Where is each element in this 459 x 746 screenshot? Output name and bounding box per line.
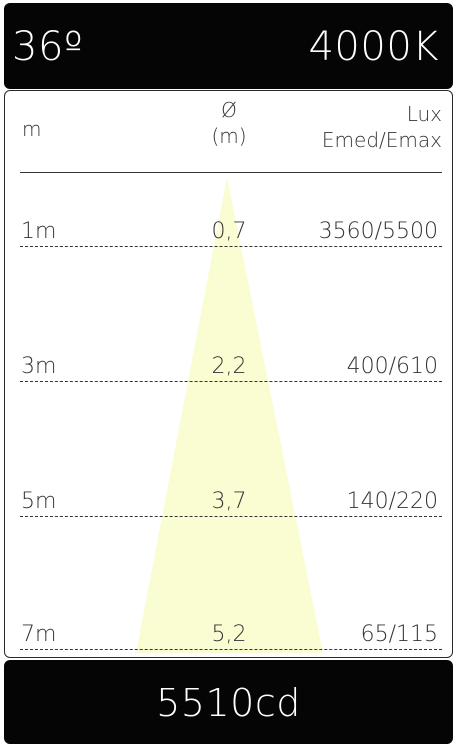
diameter-unit: (m) [211, 124, 247, 148]
luminous-intensity: 5510cd [156, 681, 301, 725]
photometric-panel: m Ø (m) Lux Emed/Emax 1m 0,7 3560/5500 3… [4, 90, 453, 658]
header-divider [20, 172, 442, 173]
row-divider [20, 649, 442, 650]
footer-bar: 5510cd [4, 660, 453, 744]
light-beam-shape [136, 177, 323, 653]
row-lux: 3560/5500 [318, 219, 438, 244]
row-distance: 5m [21, 489, 57, 514]
row-divider [20, 246, 442, 247]
diameter-symbol: Ø [221, 98, 237, 122]
distance-column-header: m [22, 117, 42, 141]
light-beam-cone [136, 177, 323, 653]
row-distance: 7m [21, 622, 57, 647]
row-diameter: 3,7 [211, 489, 247, 514]
lux-subtitle: Emed/Emax [321, 128, 442, 152]
lux-label: Lux [406, 102, 442, 126]
header-bar: 36º 4000K [4, 3, 453, 89]
row-divider [20, 381, 442, 382]
row-distance: 3m [21, 354, 57, 379]
row-lux: 400/610 [346, 354, 438, 379]
row-lux: 140/220 [346, 489, 438, 514]
lux-column-header: Lux Emed/Emax [322, 101, 442, 153]
row-distance: 1m [21, 219, 57, 244]
beam-angle: 36º [12, 24, 84, 70]
row-lux: 65/115 [360, 622, 438, 647]
row-divider [20, 516, 442, 517]
row-diameter: 2,2 [211, 354, 247, 379]
table-row: 5m 3,7 140/220 [5, 488, 452, 518]
diameter-column-header: Ø (m) [201, 97, 257, 149]
row-diameter: 0,7 [211, 219, 247, 244]
table-row: 3m 2,2 400/610 [5, 353, 452, 383]
row-diameter: 5,2 [211, 622, 247, 647]
color-temperature: 4000K [308, 24, 439, 70]
table-row: 1m 0,7 3560/5500 [5, 218, 452, 248]
table-row: 7m 5,2 65/115 [5, 621, 452, 651]
